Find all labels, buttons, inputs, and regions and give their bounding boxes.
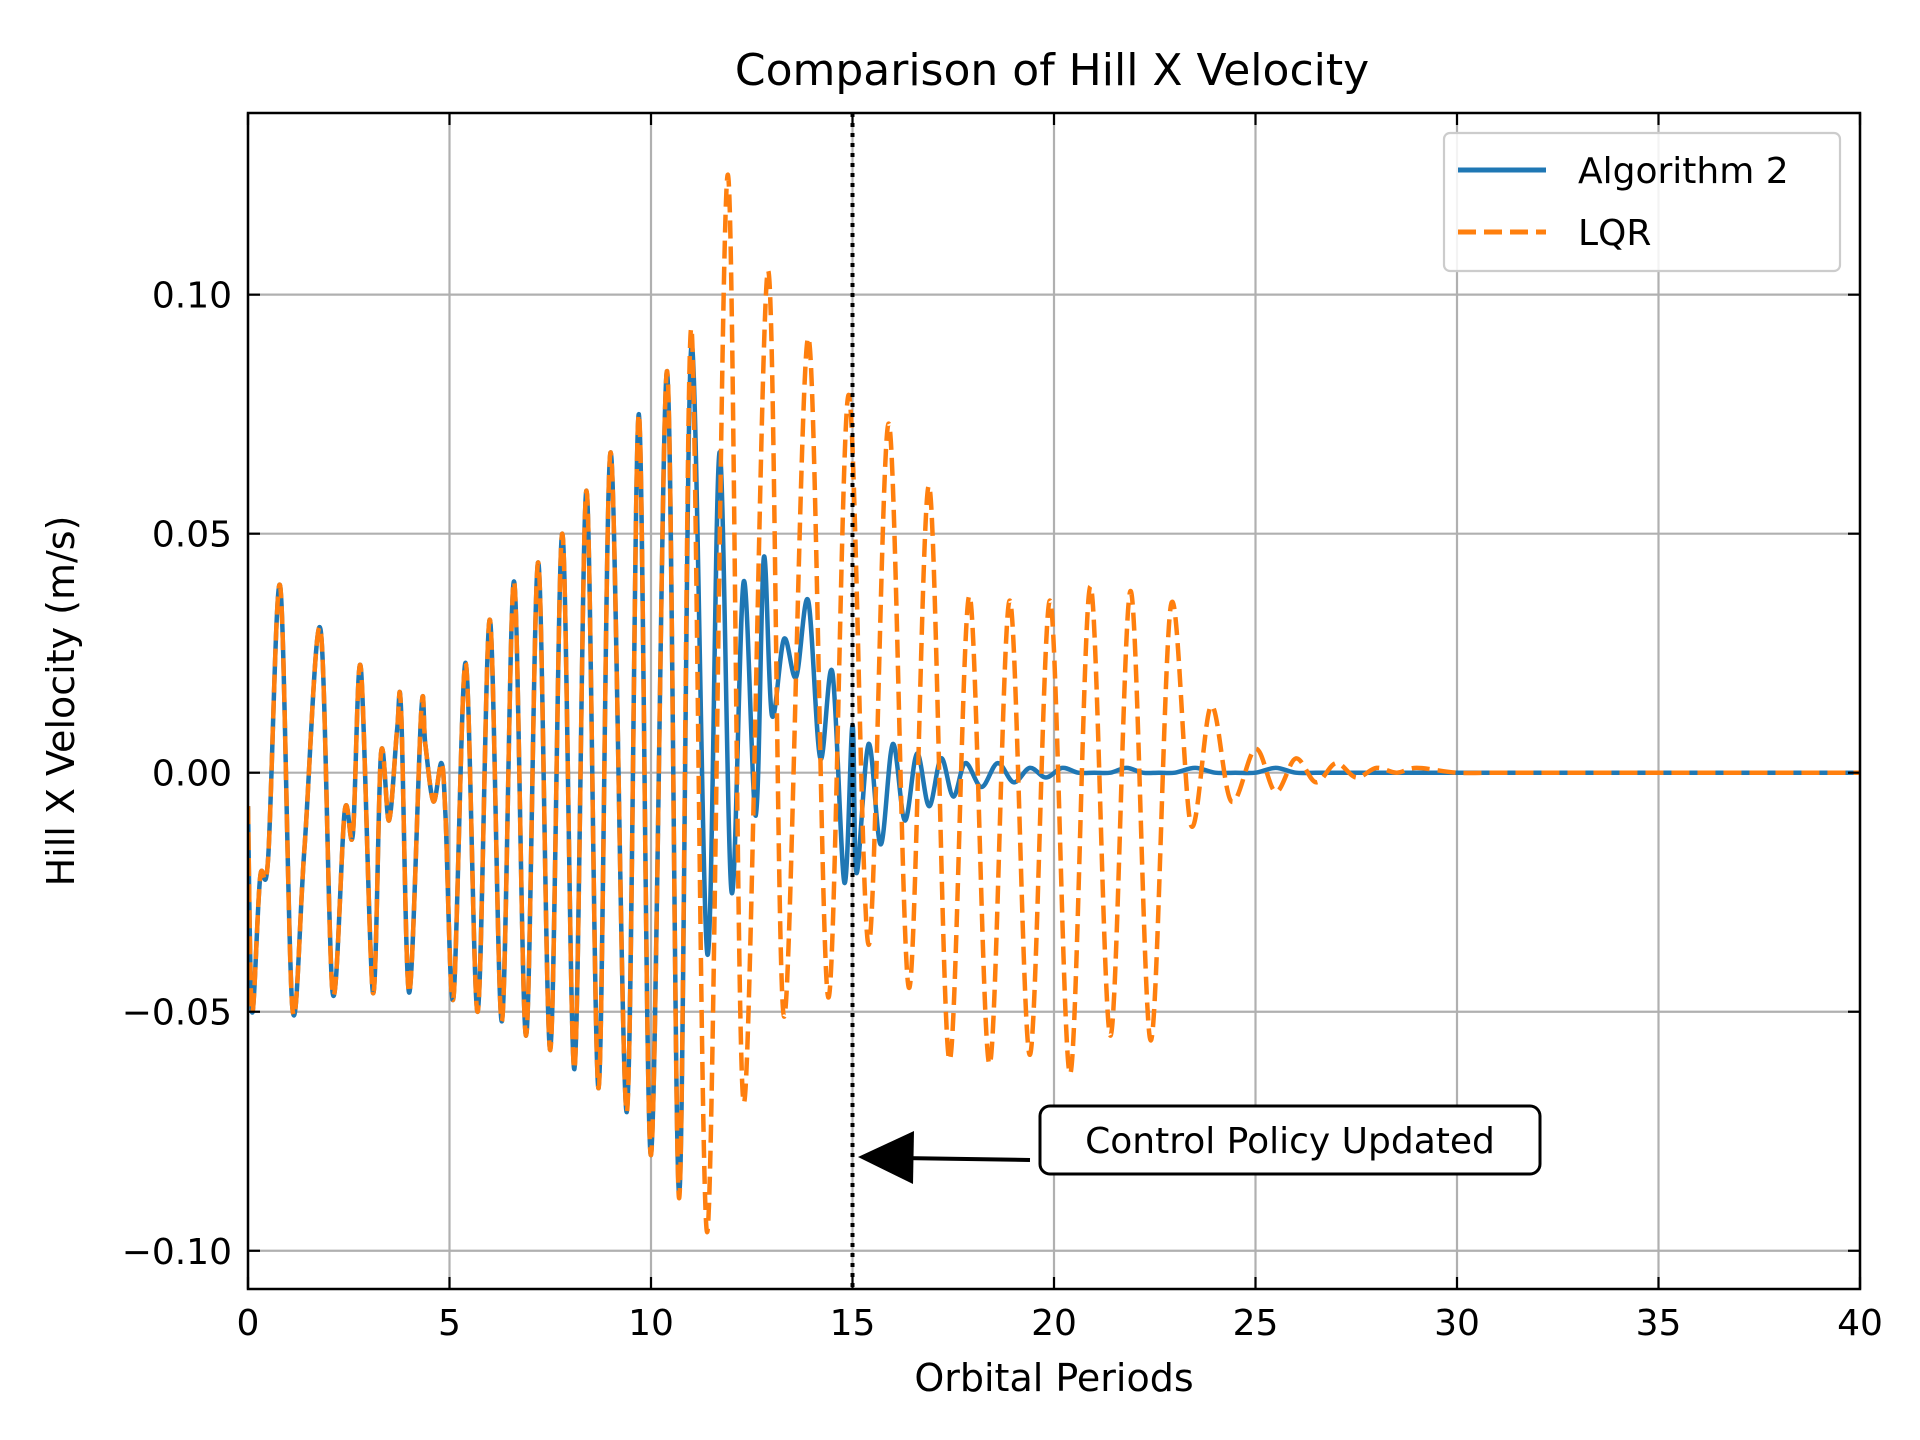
y-axis-label: Hill X Velocity (m/s) [39, 516, 83, 887]
x-axis-label: Orbital Periods [914, 1356, 1193, 1400]
ticks [246, 113, 1862, 1289]
x-tick-label: 0 [237, 1303, 260, 1344]
annotation-box [1038, 1104, 1542, 1176]
annotation-arrow-head [858, 1131, 914, 1184]
plot-area [248, 172, 1860, 1234]
x-tick-label: 15 [830, 1303, 876, 1344]
x-tick-label: 25 [1233, 1303, 1279, 1344]
annotation-text: Control Policy Updated [1085, 1121, 1495, 1162]
x-tick-label: 10 [628, 1303, 674, 1344]
y-tick-label: −0.05 [122, 993, 232, 1034]
legend: Algorithm 2 LQR [1442, 131, 1842, 273]
series-line-lqr [248, 172, 1860, 1234]
x-tick-label: 5 [438, 1303, 461, 1344]
y-tick-label: 0.10 [152, 276, 232, 317]
legend-lqr-label: LQR [1578, 213, 1651, 254]
x-tick-label: 20 [1031, 1303, 1077, 1344]
x-tick-label: 30 [1434, 1303, 1480, 1344]
x-tick-label: 35 [1636, 1303, 1682, 1344]
y-tick-label: 0.00 [152, 754, 232, 795]
y-tick-label: 0.05 [152, 515, 232, 556]
annotation-arrow-shaft [899, 1156, 1031, 1162]
annotation: Control Policy Updated [858, 1104, 1542, 1184]
legend-algorithm-2-label: Algorithm 2 [1578, 151, 1789, 192]
x-tick-label: 40 [1837, 1303, 1883, 1344]
chart-title: Comparison of Hill X Velocity [735, 45, 1369, 96]
tick-labels: 0 5 10 15 20 25 30 35 40 −0.10 −0.05 0.00 0.05 0.10 [122, 276, 1883, 1344]
y-tick-label: −0.10 [122, 1232, 232, 1273]
